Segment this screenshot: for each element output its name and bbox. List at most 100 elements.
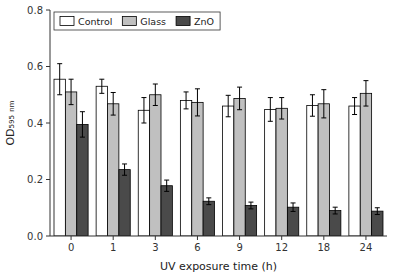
bar: [203, 201, 214, 236]
error-bar: [195, 89, 200, 116]
y-tick: [46, 236, 50, 237]
x-tick: [239, 236, 240, 240]
error-bar: [352, 98, 357, 115]
x-tick-label: 12: [275, 242, 288, 253]
error-bar: [291, 203, 296, 211]
error-bar: [99, 79, 104, 93]
error-cap: [248, 202, 253, 203]
error-cap: [333, 207, 338, 208]
x-tick: [197, 236, 198, 240]
legend-swatch: [60, 17, 74, 26]
error-cap: [237, 109, 242, 110]
error-cap: [111, 115, 116, 116]
error-cap: [226, 116, 231, 117]
error-cap: [237, 87, 242, 88]
bar: [360, 93, 371, 236]
error-cap: [122, 163, 127, 164]
bar: [180, 100, 191, 236]
error-cap: [141, 123, 146, 124]
x-tick: [365, 236, 366, 240]
error-stem: [293, 203, 294, 211]
legend-frame: [54, 12, 220, 30]
y-tick-label: 0.0: [27, 231, 43, 242]
error-bar: [153, 84, 158, 105]
error-stem: [228, 95, 229, 116]
error-cap: [141, 97, 146, 98]
bar: [138, 110, 149, 236]
y-tick-label: 0.2: [27, 174, 43, 185]
legend-label: ZnO: [194, 16, 214, 27]
error-stem: [113, 92, 114, 115]
error-cap: [99, 79, 104, 80]
y-tick: [46, 10, 50, 11]
y-tick: [46, 179, 50, 180]
error-cap: [279, 97, 284, 98]
x-axis-label: UV exposure time (h): [160, 260, 277, 273]
chart: 0.00.20.40.60.801369121824UV exposure ti…: [0, 0, 397, 278]
error-stem: [377, 208, 378, 215]
error-cap: [80, 111, 85, 112]
bar: [161, 186, 172, 236]
error-cap: [310, 94, 315, 95]
error-cap: [164, 191, 169, 192]
error-stem: [354, 98, 355, 115]
error-bar: [363, 81, 368, 106]
bar: [192, 102, 203, 236]
x-tick-label: 0: [68, 242, 74, 253]
error-bar: [69, 79, 74, 104]
bar: [150, 95, 161, 236]
error-bar: [141, 98, 146, 123]
bar: [234, 98, 245, 236]
bar: [119, 170, 130, 236]
error-stem: [71, 79, 72, 104]
error-cap: [352, 97, 357, 98]
error-bar: [80, 112, 85, 137]
error-cap: [153, 84, 158, 85]
error-cap: [291, 211, 296, 212]
error-cap: [226, 95, 231, 96]
error-stem: [197, 89, 198, 116]
error-cap: [80, 137, 85, 138]
error-bar: [111, 92, 116, 115]
x-tick-label: 18: [317, 242, 330, 253]
y-tick-label: 0.4: [27, 118, 43, 129]
error-bar: [248, 202, 253, 209]
error-stem: [270, 98, 271, 122]
error-stem: [335, 207, 336, 214]
error-cap: [321, 117, 326, 118]
error-cap: [153, 105, 158, 106]
bar: [349, 106, 360, 236]
error-cap: [206, 204, 211, 205]
error-stem: [323, 90, 324, 118]
bar: [372, 211, 383, 236]
x-tick-label: 3: [152, 242, 158, 253]
error-cap: [291, 202, 296, 203]
error-stem: [124, 164, 125, 175]
error-cap: [279, 119, 284, 120]
error-stem: [186, 92, 187, 109]
bar: [65, 92, 76, 236]
bars: [54, 64, 383, 236]
bar: [265, 109, 276, 236]
error-cap: [122, 175, 127, 176]
error-cap: [321, 89, 326, 90]
x-tick: [155, 236, 156, 240]
x-tick: [281, 236, 282, 240]
bar: [77, 124, 88, 236]
error-cap: [69, 79, 74, 80]
background: [0, 0, 397, 278]
error-cap: [310, 116, 315, 117]
error-stem: [312, 95, 313, 116]
error-stem: [101, 79, 102, 93]
bar: [287, 207, 298, 236]
error-cap: [248, 208, 253, 209]
error-stem: [208, 198, 209, 205]
bar: [245, 205, 256, 236]
legend-swatch: [122, 17, 136, 26]
error-stem: [82, 112, 83, 137]
bar: [54, 79, 65, 236]
error-bar: [57, 64, 62, 95]
legend-swatch: [176, 17, 190, 26]
y-tick-label: 0.6: [27, 61, 43, 72]
error-cap: [57, 94, 62, 95]
